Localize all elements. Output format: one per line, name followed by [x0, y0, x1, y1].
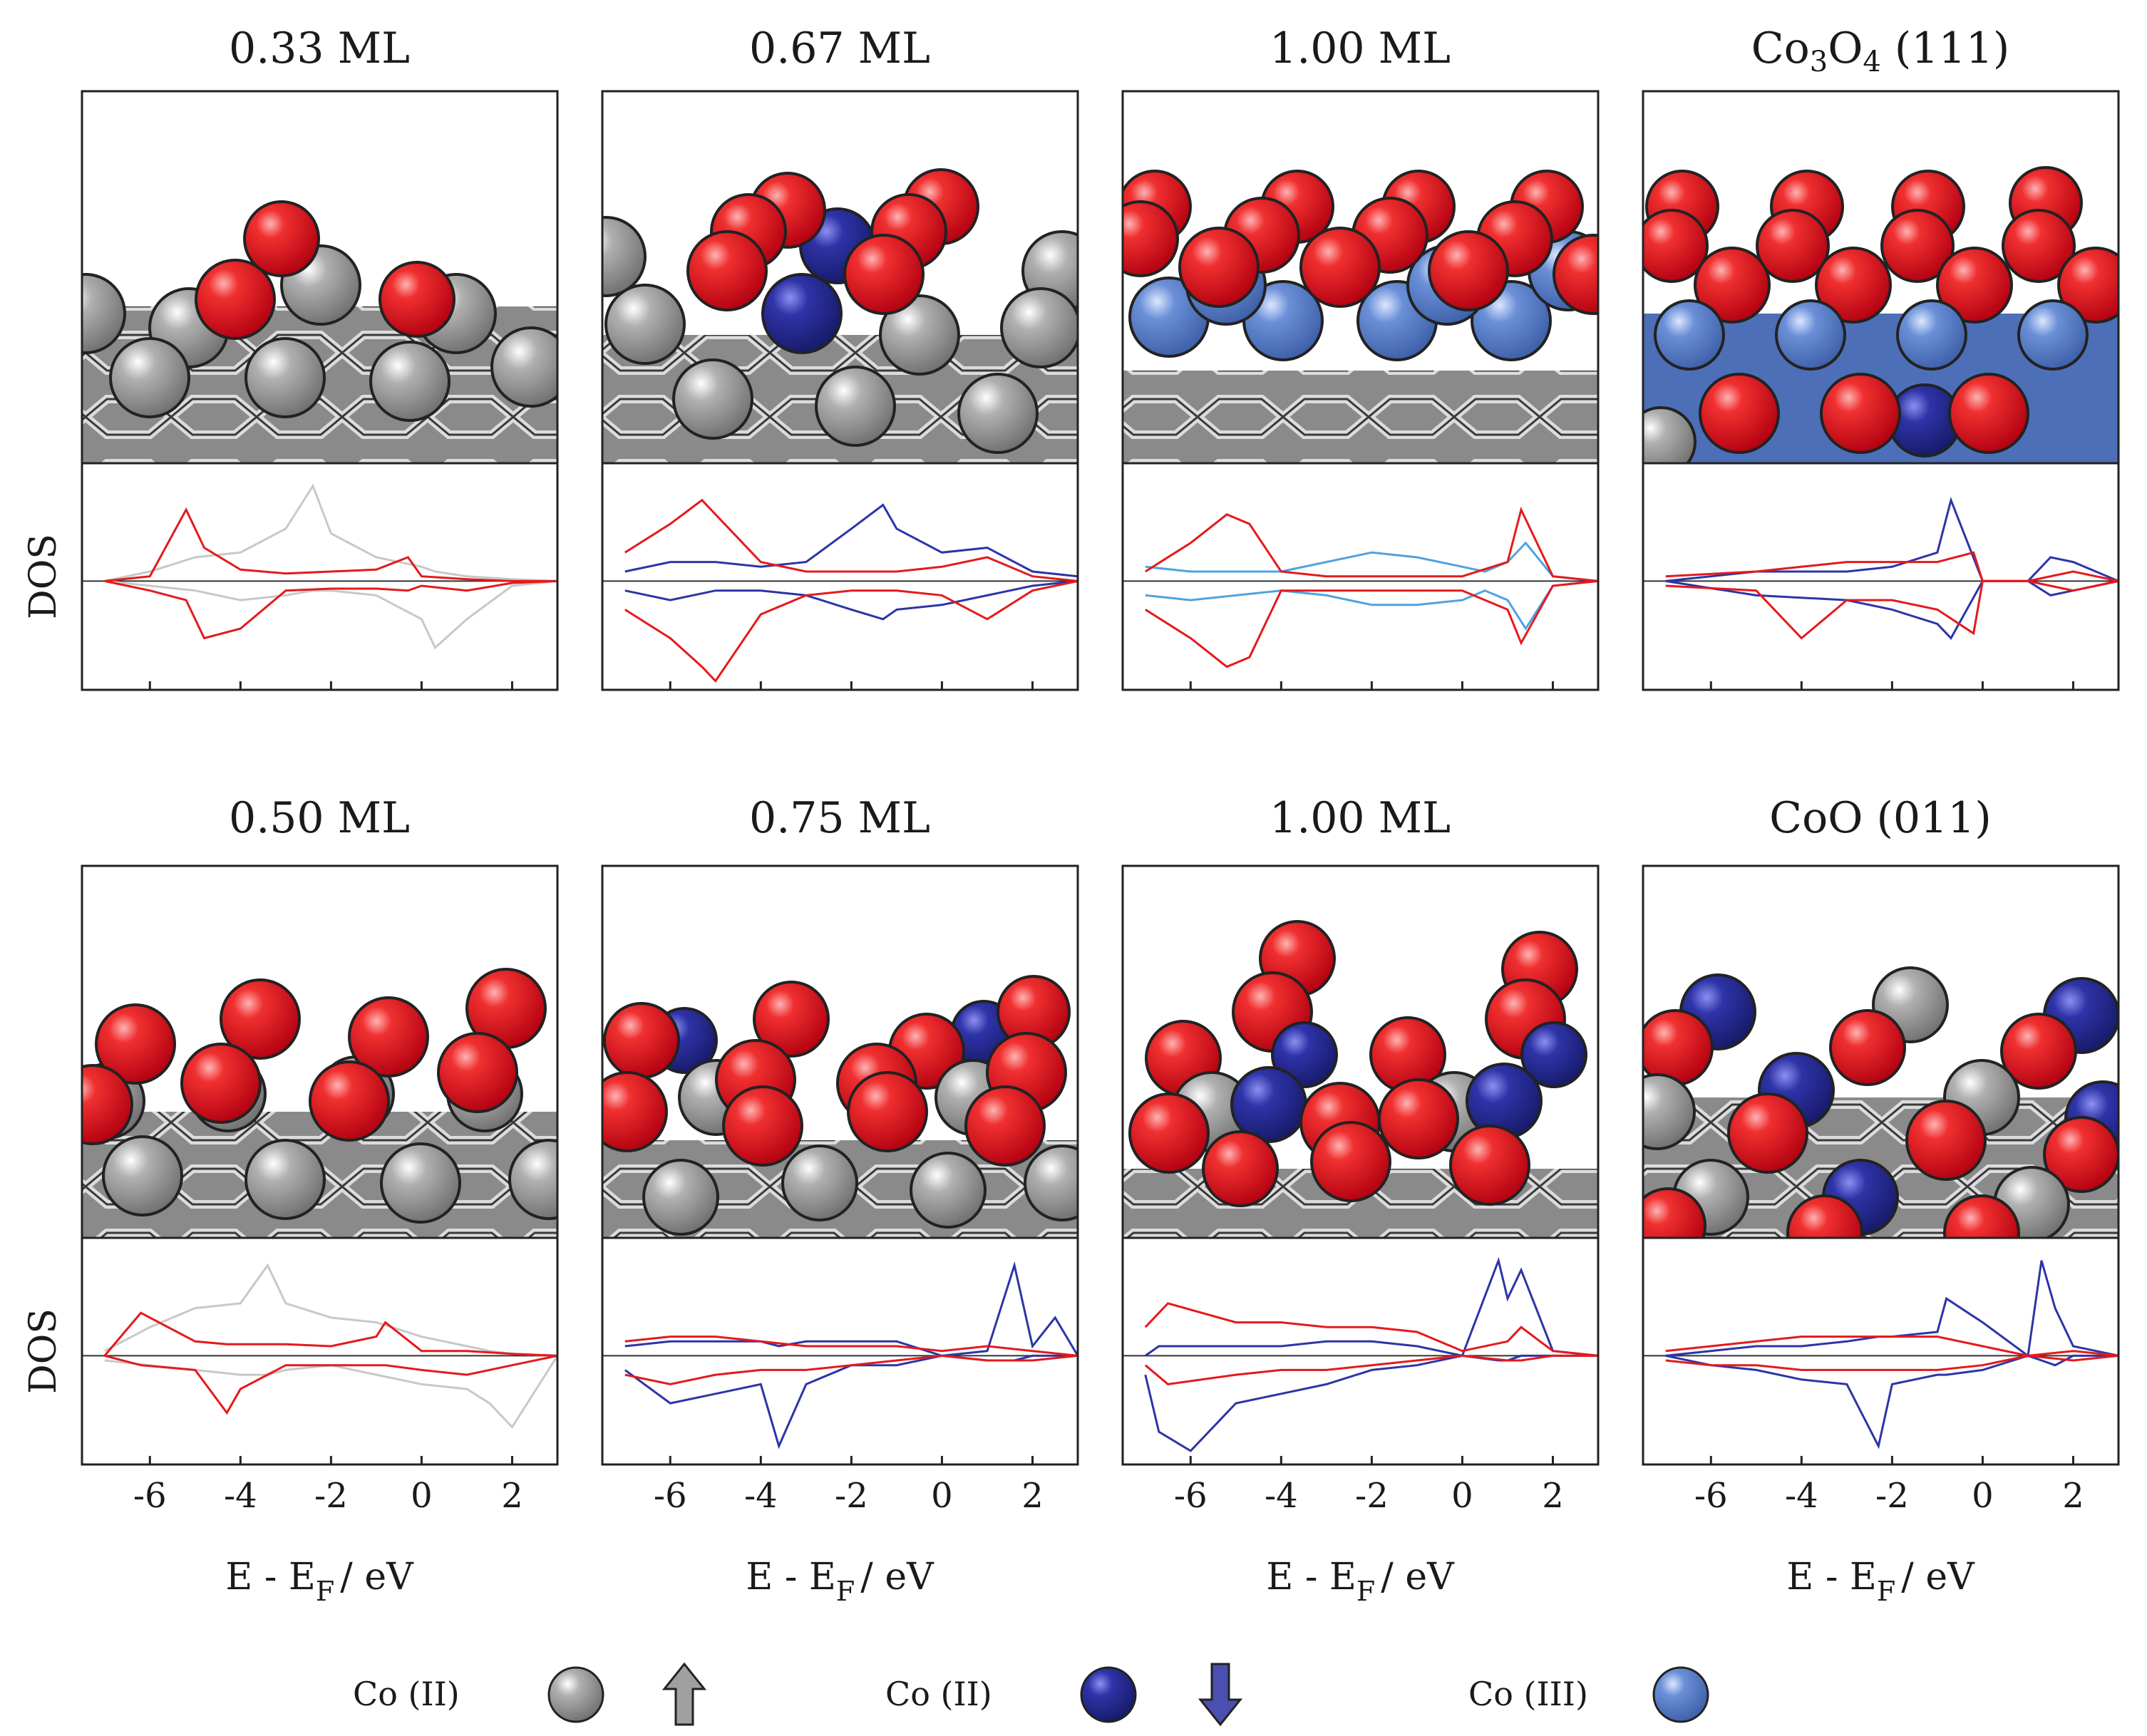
- arrow-up-icon: [661, 1662, 707, 1726]
- dos-plot-3: [1643, 496, 2119, 690]
- dos-series-0-down: [104, 579, 558, 650]
- panel-title-2: 1.00 ML: [1270, 24, 1451, 73]
- x-axis-label-2: E - EF / eV: [1266, 1556, 1455, 1607]
- x-tick-label: -2: [1875, 1476, 1909, 1516]
- x-axis-labels: E - EF / eV E - EF / eV E - EF / eV E - EF /…: [225, 1556, 1975, 1607]
- dos-series-1-up: [1665, 551, 2119, 582]
- x-tick-label: 0: [1451, 1476, 1473, 1516]
- dos-series-0-up: [1145, 541, 1599, 582]
- dos-series-0-up: [104, 483, 558, 582]
- structure-1-00ml-top: [1123, 91, 1598, 463]
- dos-plot-2: [1123, 506, 1599, 690]
- dos-plot-1: [602, 498, 1078, 690]
- legend-label-co2-up: Co (II): [353, 1675, 460, 1713]
- x-tick-label: 0: [1972, 1476, 1994, 1516]
- dos-layer: -6 -4 -2 0 2 -6 -4 -2 0 2 -6 -4 -2 0 2 -6 -4 -2 0 2: [82, 483, 2119, 1516]
- panel-title-7: CoO (011): [1769, 793, 1992, 843]
- x-tick-label: -6: [654, 1476, 687, 1516]
- dos-series-1-down: [1144, 1354, 1598, 1385]
- x-tick-label: 0: [931, 1476, 953, 1516]
- legend-label-co2-down: Co (II): [885, 1675, 992, 1713]
- structure-1-00ml-bottom: [1123, 866, 1598, 1238]
- panel-title-1: 0.67 ML: [749, 24, 930, 73]
- x-tick-label: -6: [1694, 1476, 1728, 1516]
- dos-series-0-down: [624, 1354, 1078, 1450]
- dos-series-1-down: [624, 1354, 1078, 1385]
- panel-frames: [81, 90, 2120, 1466]
- dos-series-0-down: [1144, 1354, 1598, 1452]
- dos-series-1-up: [624, 1335, 1078, 1357]
- dos-series-1-up: [1665, 1335, 2119, 1357]
- x-tick-label: 2: [1021, 1476, 1044, 1516]
- x-tick-label: -2: [835, 1476, 868, 1516]
- dos-series-1-down: [624, 579, 1078, 683]
- structure-0-33ml: [82, 91, 557, 463]
- dos-series-0-down: [1145, 579, 1599, 631]
- dos-plot-4: -6 -4 -2 0 2: [82, 1263, 559, 1516]
- dos-series-0-up: [1665, 1260, 2119, 1358]
- legend-ball-co3: [1652, 1666, 1709, 1723]
- x-tick-label: 2: [2062, 1476, 2084, 1516]
- dos-series-0-down: [1665, 579, 2119, 641]
- structure-0-50ml: [82, 866, 557, 1238]
- dos-series-0-down: [104, 1355, 559, 1429]
- x-tick-label: -4: [1265, 1476, 1298, 1516]
- arrow-down-icon: [1198, 1663, 1243, 1727]
- panel-title-3: Co3O4 (111): [1751, 24, 2010, 78]
- x-tick-label: 2: [1542, 1476, 1564, 1516]
- dos-plot-5: -6 -4 -2 0 2: [602, 1261, 1079, 1516]
- dos-series-0-up: [624, 1261, 1079, 1357]
- structure-co3o4-111: [1643, 91, 2118, 463]
- dos-series-1-down: [1144, 579, 1599, 668]
- x-tick-label: -2: [314, 1476, 348, 1516]
- x-tick-label: 0: [411, 1476, 433, 1516]
- x-axis-label-1: E - EF / eV: [746, 1556, 935, 1607]
- dos-series-1-down: [1665, 579, 2119, 640]
- y-axis-label-bottom: DOS: [22, 1308, 65, 1394]
- dos-plot-0: [82, 483, 558, 690]
- dos-series-0-down: [1665, 1354, 2118, 1450]
- dos-series-0-up: [104, 1263, 558, 1357]
- dos-series-0-up: [1144, 1256, 1599, 1358]
- legend-label-co3: Co (III): [1468, 1675, 1588, 1713]
- x-tick-label: -4: [744, 1476, 778, 1516]
- legend-ball-co2-up: [547, 1666, 604, 1723]
- structure-0-75ml: [602, 866, 1078, 1238]
- dos-series-1-up: [1144, 1302, 1599, 1357]
- panel-title-6: 1.00 ML: [1270, 793, 1451, 843]
- x-axis-label-3: E - EF / eV: [1786, 1556, 1975, 1607]
- dos-series-1-up: [624, 498, 1078, 582]
- dos-plot-6: -6 -4 -2 0 2: [1123, 1256, 1599, 1516]
- x-axis-label-0: E - EF / eV: [225, 1556, 414, 1607]
- dos-series-1-up: [103, 1311, 558, 1357]
- x-tick-label: -4: [224, 1476, 257, 1516]
- panel-title-5: 0.75 ML: [749, 793, 930, 843]
- panel-title-4: 0.50 ML: [229, 793, 410, 843]
- dos-series-0-up: [624, 503, 1078, 578]
- legend: Co (II) Co (II) Co (III): [353, 1662, 1709, 1727]
- x-tick-label: -4: [1785, 1476, 1818, 1516]
- dos-series-0-down: [624, 579, 1078, 621]
- legend-ball-co2-down: [1080, 1666, 1137, 1723]
- dos-series-1-up: [104, 507, 557, 582]
- x-tick-label: 2: [501, 1476, 523, 1516]
- dos-series-1-up: [1144, 506, 1599, 582]
- structure-0-67ml: [602, 91, 1078, 463]
- dos-series-1-down: [104, 1354, 558, 1415]
- dos-series-1-down: [104, 579, 558, 640]
- dos-series-1-down: [1665, 1354, 2119, 1371]
- dos-plot-7: -6 -4 -2 0 2: [1643, 1260, 2119, 1516]
- dos-series-0-up: [1665, 496, 2119, 582]
- x-tick-label: -6: [133, 1476, 167, 1516]
- y-axis-label-top: DOS: [22, 534, 65, 619]
- x-tick-label: -2: [1355, 1476, 1389, 1516]
- structure-coo-011: [1643, 866, 2118, 1238]
- panel-title-0: 0.33 ML: [229, 24, 410, 73]
- x-tick-label: -6: [1174, 1476, 1208, 1516]
